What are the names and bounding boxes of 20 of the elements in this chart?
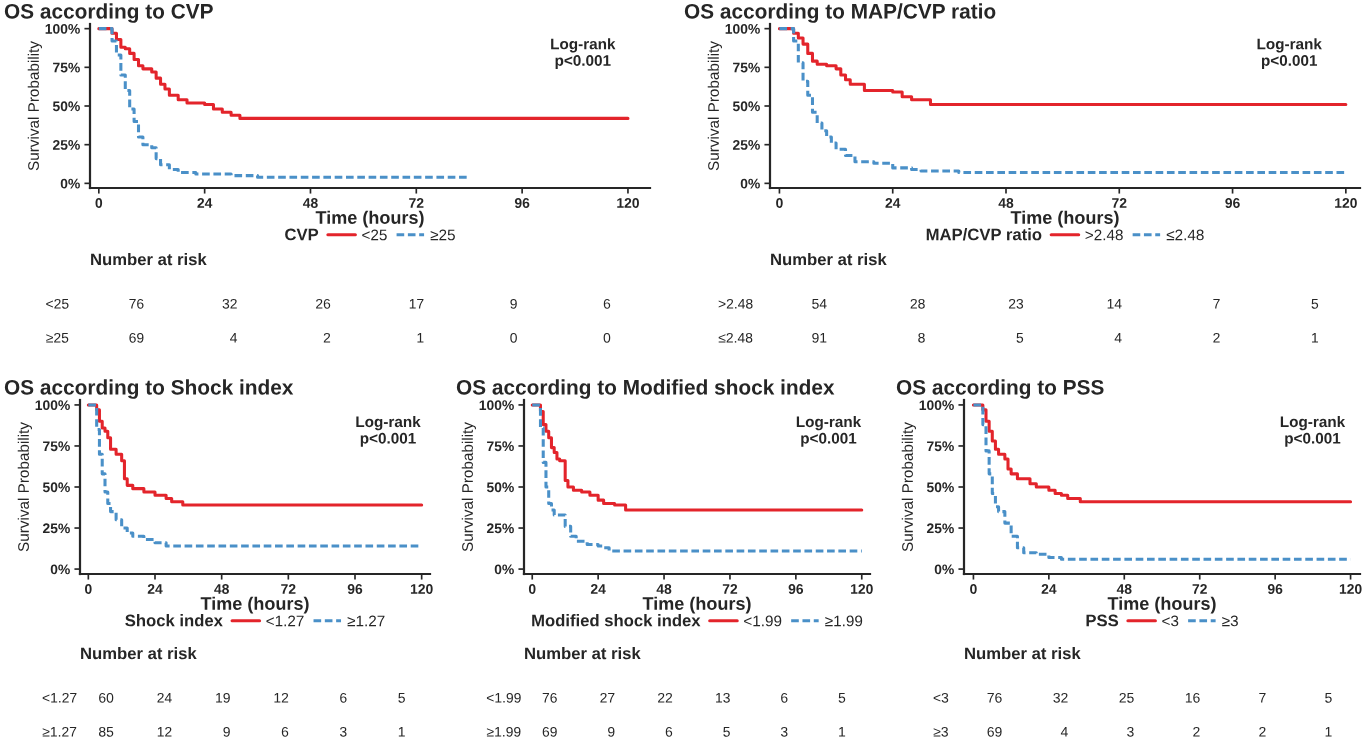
- chart-title: OS according to PSS: [896, 379, 1104, 399]
- legend-title: PSS: [1086, 614, 1119, 627]
- x-axis-title: Time (hours): [315, 210, 424, 228]
- text: Number at risk: [771, 253, 887, 266]
- legend-title: Modified shock index: [532, 614, 701, 627]
- x-axis-title: Time (hours): [642, 596, 751, 614]
- text: Number at risk: [91, 253, 207, 266]
- chart-title: OS according to Shock index: [4, 379, 294, 399]
- text: Number at risk: [965, 647, 1081, 660]
- x-axis-title: Time (hours): [1010, 210, 1119, 228]
- legend-title: MAP/CVP ratio: [926, 228, 1042, 241]
- text: Number at risk: [81, 647, 197, 660]
- legend-title: CVP: [285, 228, 319, 241]
- chart-title: OS according to CVP: [4, 3, 213, 23]
- chart-title: OS according to MAP/CVP ratio: [684, 3, 996, 23]
- text: Number at risk: [525, 647, 641, 660]
- x-axis-title: Time (hours): [1107, 596, 1216, 614]
- x-axis-title: Time (hours): [200, 596, 309, 614]
- legend-title: Shock index: [125, 614, 223, 627]
- chart-title: OS according to Modified shock index: [456, 379, 835, 399]
